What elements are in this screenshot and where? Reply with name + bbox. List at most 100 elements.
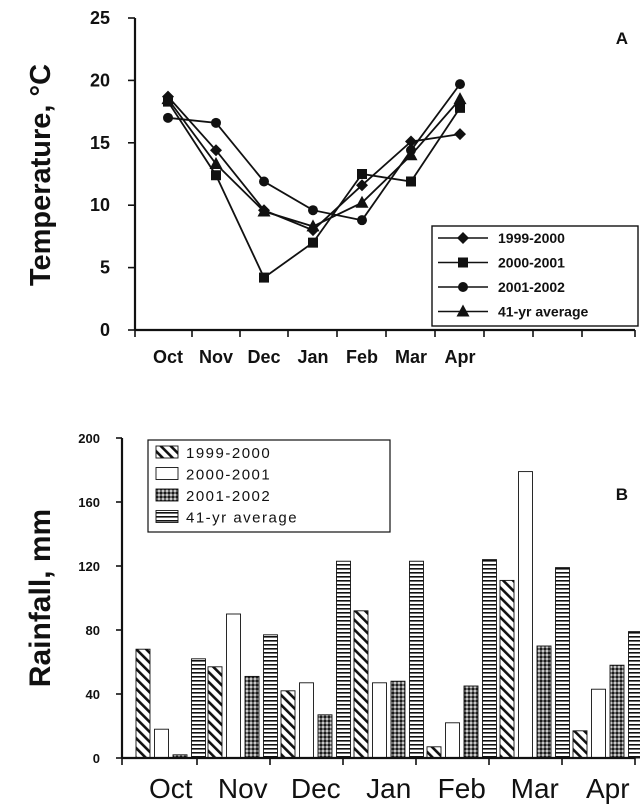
temperature-y-tick-label: 20 <box>90 70 110 90</box>
temperature-legend-label: 1999-2000 <box>498 230 565 246</box>
rainfall-bar-1999-2000-Mar <box>499 579 515 759</box>
temperature-y-tick-label: 25 <box>90 8 110 28</box>
rainfall-legend-swatch <box>155 510 179 523</box>
temperature-point <box>357 215 367 226</box>
rainfall-bar-2000-2001-Nov <box>226 613 241 759</box>
temperature-legend-marker <box>458 257 468 268</box>
rainfall-bar-1999-2000-Feb <box>426 746 442 759</box>
rainfall-x-tick-label: Oct <box>149 773 193 804</box>
temperature-point <box>306 219 320 232</box>
rainfall-legend-label: 2001-2002 <box>186 488 271 505</box>
panel-label-a: A <box>616 29 628 48</box>
rainfall-bar-1999-2000-Oct <box>135 648 151 759</box>
rainfall-y-tick-label: 200 <box>78 431 100 446</box>
rainfall-x-tick-label: Dec <box>291 773 341 804</box>
temperature-point <box>405 135 417 148</box>
rainfall-bar-2000-2001-Oct <box>154 728 169 759</box>
rainfall-legend-swatch <box>155 467 179 480</box>
temperature-point <box>259 176 269 187</box>
temperature-y-ticks: 0 5 10 15 20 25 <box>90 8 135 340</box>
temperature-point <box>211 117 221 128</box>
temperature-point <box>404 148 418 161</box>
temperature-point <box>163 112 173 123</box>
chart-temperature: Temperature, °C A 0 5 10 15 20 25 Oct Nov Dec Ja… <box>25 8 639 367</box>
rainfall-bar-2001-2002-Dec <box>317 714 333 759</box>
rainfall-bar-41-yr average-Jan <box>409 560 424 759</box>
rainfall-x-tick-label: Nov <box>218 773 268 804</box>
temperature-y-tick-label: 15 <box>90 133 110 153</box>
rainfall-x-tick-label: Mar <box>511 773 559 804</box>
temperature-legend-label: 41-yr average <box>498 304 589 320</box>
rainfall-bar-41-yr average-Oct <box>191 658 206 759</box>
rainfall-y-ticks: 0 40 80 120 160 200 <box>78 431 122 766</box>
rainfall-bar-2000-2001-Jan <box>372 682 387 759</box>
temperature-point <box>406 176 416 187</box>
temperature-point <box>259 272 269 283</box>
temperature-point <box>161 92 175 105</box>
temperature-point <box>257 204 271 217</box>
rainfall-legend-label: 41-yr average <box>186 510 298 527</box>
temperature-point <box>356 179 368 192</box>
temperature-point <box>357 169 367 179</box>
rainfall-bar-2001-2002-Mar <box>536 645 552 759</box>
temperature-series-line <box>167 83 461 222</box>
rainfall-x-tick-label: Apr <box>586 773 630 804</box>
temperature-x-tick-label: Apr <box>445 347 476 367</box>
rainfall-bars <box>135 471 640 759</box>
rainfall-bar-41-yr average-Mar <box>555 567 570 759</box>
temperature-point <box>209 157 223 170</box>
rainfall-bar-2000-2001-Mar <box>518 471 533 759</box>
rainfall-y-tick-label: 0 <box>93 751 100 766</box>
rainfall-bar-41-yr average-Nov <box>263 634 278 759</box>
temperature-legend-marker <box>457 232 469 244</box>
rainfall-y-tick-label: 80 <box>86 623 100 638</box>
rainfall-legend-label: 2000-2001 <box>186 467 271 484</box>
rainfall-bar-41-yr average-Dec <box>336 560 351 759</box>
rainfall-x-ticks: Oct Nov Dec Jan Feb Mar Apr <box>121 758 636 804</box>
temperature-point <box>210 144 222 157</box>
rainfall-y-tick-label: 160 <box>78 495 100 510</box>
chart-rainfall: Rainfall, mm B 0 40 80 120 160 200 Oct Nov Dec J… <box>24 431 640 804</box>
temperature-point <box>453 92 467 105</box>
temperature-y-axis-label: Temperature, °C <box>25 64 57 286</box>
rainfall-y-tick-label: 120 <box>78 559 100 574</box>
rainfall-bar-1999-2000-Dec <box>280 690 296 759</box>
rainfall-bar-2001-2002-Nov <box>244 675 260 759</box>
rainfall-y-axis-label: Rainfall, mm <box>24 509 57 687</box>
rainfall-bar-2000-2001-Feb <box>445 722 460 759</box>
temperature-point <box>454 128 466 141</box>
temperature-y-tick-label: 10 <box>90 195 110 215</box>
rainfall-bar-1999-2000-Apr <box>572 730 588 759</box>
temperature-legend-label: 2000-2001 <box>498 255 565 271</box>
temperature-x-tick-label: Nov <box>199 347 233 367</box>
rainfall-x-tick-label: Jan <box>366 773 411 804</box>
temperature-x-tick-label: Jan <box>297 347 328 367</box>
temperature-point <box>308 237 318 248</box>
rainfall-y-tick-label: 40 <box>86 687 100 702</box>
panel-label-b: B <box>616 485 628 504</box>
temperature-x-tick-label: Oct <box>153 347 183 367</box>
temperature-legend-box <box>431 225 639 327</box>
rainfall-bar-2001-2002-Feb <box>463 685 479 759</box>
temperature-legend-label: 2001-2002 <box>498 279 565 295</box>
temperature-series-41-yr average <box>161 92 467 232</box>
temperature-x-ticks: Oct Nov Dec Jan Feb Mar Apr <box>134 330 636 367</box>
temperature-point <box>308 205 318 216</box>
temperature-x-tick-label: Dec <box>247 347 280 367</box>
rainfall-legend-label: 1999-2000 <box>186 445 271 462</box>
temperature-point <box>455 102 465 113</box>
rainfall-legend-box <box>147 439 391 533</box>
temperature-y-tick-label: 0 <box>100 320 110 340</box>
rainfall-legend: 1999-2000 2000-2001 2001-2002 41-yr average <box>147 439 391 533</box>
temperature-x-tick-label: Feb <box>346 347 378 367</box>
temperature-point <box>211 170 221 181</box>
rainfall-bar-1999-2000-Jan <box>353 610 369 759</box>
temperature-legend: 1999-2000 2000-2001 2001-2002 41-yr average <box>431 225 639 327</box>
temperature-point <box>455 79 465 90</box>
rainfall-bar-2001-2002-Apr <box>609 664 625 759</box>
temperature-series-2000-2001 <box>163 96 465 283</box>
temperature-x-tick-label: Mar <box>395 347 427 367</box>
temperature-legend-marker <box>458 282 468 292</box>
rainfall-bar-2001-2002-Jan <box>390 680 406 759</box>
